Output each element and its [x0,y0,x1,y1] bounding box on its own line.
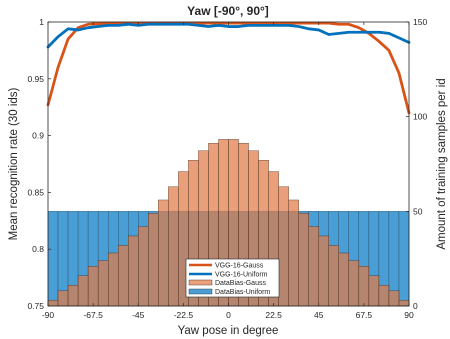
x-tick-label: -22.5 [174,310,194,320]
line-vgg16-gauss [46,21,411,115]
bar-databias-gauss [148,213,159,307]
legend-label-vgg16-gauss: VGG-16-Gauss [215,263,264,270]
bar-databias-gauss [338,252,350,307]
legend-label-databias-gauss: DataBias-Gauss [215,280,266,287]
legend-swatch-databias-gauss [188,279,213,286]
ticks-layer: -90 -67.5 -45 -22.5 0 22.5 45 67.5 90 0.75 0.8 0.85… [27,17,427,320]
x-axis-label: Yaw pose in degree [178,325,279,337]
x-tick-label: 0 [226,310,231,320]
chart-title: Yaw [-90°, 90°] [187,4,269,18]
bar-databias-gauss [158,199,169,307]
bar-databias-gauss [398,300,410,307]
bar-databias-gauss [358,266,370,307]
x-tick-label: 90 [404,310,414,320]
y-axis-label: Mean recognition rate (30 ids) [8,87,20,240]
bar-databias-gauss [348,260,360,307]
bar-databias-gauss [118,245,129,307]
bar-databias-gauss [107,252,119,307]
bar-databias-gauss [328,245,339,307]
y-right-tick-label: 50 [413,206,423,216]
y-tick-label: 1 [39,17,44,27]
y-tick-label: 0.9 [32,131,44,141]
bar-databias-gauss [47,300,59,307]
bar-databias-gauss [368,275,380,307]
y-tick-label: 0.85 [27,187,44,197]
y-right-tick-label: 0 [413,301,418,311]
bar-databias-gauss [57,290,69,307]
bar-databias-gauss [67,284,79,307]
x-tick-label: 22.5 [265,310,282,320]
bar-databias-gauss [298,213,309,307]
y-tick-label: 0.95 [27,74,44,84]
bar-databias-gauss [168,186,179,307]
bar-databias-gauss [97,260,109,307]
x-tick-label: 45 [314,310,324,320]
bar-databias-gauss [138,226,149,307]
legend-label-vgg16-uniform: VGG-16-Uniform [215,272,268,279]
y-right-tick-label: 150 [413,17,427,27]
legend-swatch-databias-uniform [188,288,213,295]
bar-databias-uniform [47,211,59,307]
bar-databias-gauss [87,266,99,307]
x-tick-label: -90 [42,310,55,320]
bar-databias-gauss [318,235,329,307]
x-tick-label: 67.5 [356,310,373,320]
bar-databias-uniform [398,211,410,307]
bar-databias-gauss [128,235,139,307]
line-vgg16-uniform [46,22,411,49]
y-axis-right-label: Amount of training samples per id [436,78,448,249]
bar-databias-gauss [388,290,400,307]
bar-databias-gauss [77,275,89,307]
lines-layer [46,21,411,115]
bar-databias-gauss [288,199,299,307]
bar-databias-gauss [378,284,390,307]
y-right-tick-label: 100 [413,112,427,122]
bar-databias-gauss [308,226,319,307]
x-tick-label: -45 [132,310,145,320]
x-tick-label: -67.5 [83,310,103,320]
y-tick-label: 0.8 [32,244,44,254]
legend-label-databias-uniform: DataBias-Uniform [215,289,270,296]
y-tick-label: 0.75 [27,301,44,311]
bar-databias-gauss [278,186,289,307]
bars-layer [47,139,410,307]
legend: VGG-16-Gauss VGG-16-Uniform DataBias-Gau… [185,258,280,298]
